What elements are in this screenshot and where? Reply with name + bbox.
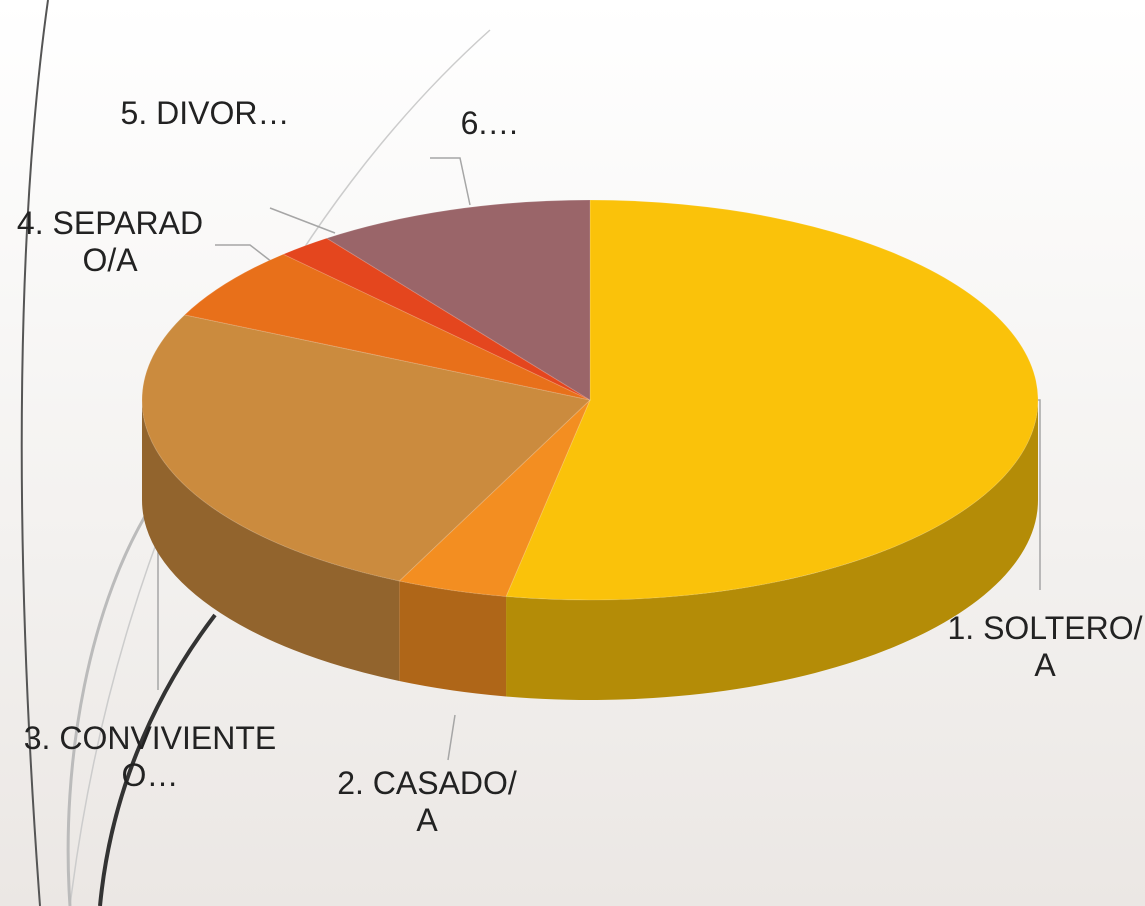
slice-label: 3. CONVIVIENTE O… [23,720,277,793]
slice [282,237,591,401]
slice-side [142,400,400,681]
slice [183,253,591,401]
slice-side [506,400,1038,700]
slice [325,199,591,401]
slice [398,399,591,597]
slice [141,314,592,582]
decor [20,0,491,906]
slice-side [399,580,507,697]
slice-label: 5. DIVOR… [120,95,290,131]
slice-label: 2. CASADO/A [337,765,517,838]
slice-label: 4. SEPARADO/A [16,205,204,278]
slice [505,199,1039,601]
slice-label: 6.… [460,105,520,141]
slice-label: 1. SOLTERO/A [947,610,1143,683]
